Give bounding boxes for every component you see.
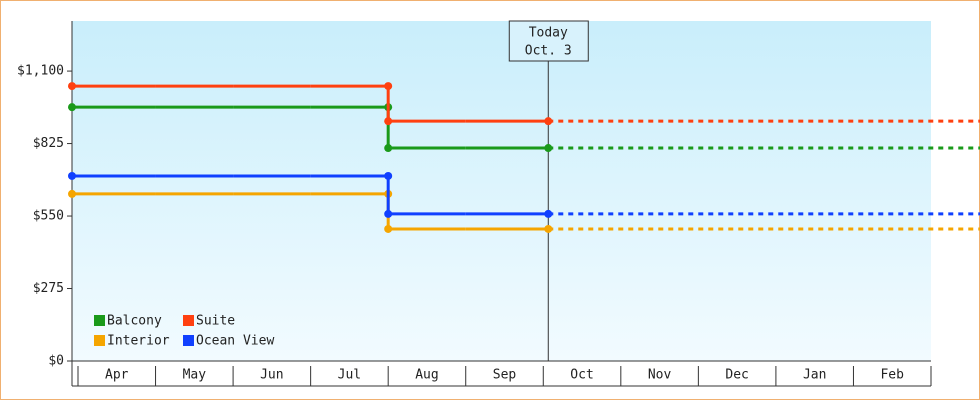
price-point <box>384 171 393 180</box>
x-tick-label: Dec <box>725 368 748 383</box>
today-box <box>508 20 589 62</box>
plot-background <box>72 21 931 361</box>
legend-label: Suite <box>196 314 235 329</box>
y-tick-label: $1,100 <box>17 64 64 79</box>
x-tick-label: Apr <box>105 368 129 383</box>
y-tick-label: $825 <box>33 136 64 151</box>
price-point <box>68 82 76 91</box>
legend-label: Balcony <box>107 314 162 329</box>
legend-swatch <box>94 335 105 346</box>
y-tick-label: $0 <box>48 354 64 369</box>
x-tick-label: Jul <box>338 368 361 383</box>
legend-label: Interior <box>107 334 170 349</box>
price-point <box>384 82 393 91</box>
price-point <box>384 224 393 233</box>
y-tick-label: $550 <box>33 209 64 224</box>
today-label: Today <box>529 26 568 41</box>
legend-label: Ocean View <box>196 334 274 349</box>
x-tick-label: May <box>183 368 207 383</box>
legend-swatch <box>94 315 105 326</box>
x-tick-label: Aug <box>415 368 438 383</box>
y-tick-label: $275 <box>33 281 64 296</box>
x-tick-label: Jan <box>803 368 826 383</box>
x-tick-label: Oct <box>570 368 593 383</box>
price-point <box>68 171 76 180</box>
price-point <box>68 189 76 198</box>
price-point <box>68 103 76 112</box>
x-tick-label: Jun <box>260 368 283 383</box>
legend-swatch <box>183 335 194 346</box>
price-point <box>384 209 393 218</box>
x-tick-label: Nov <box>648 368 672 383</box>
today-date: Oct. 3 <box>525 44 572 59</box>
x-tick-label: Feb <box>880 368 904 383</box>
legend-swatch <box>183 315 194 326</box>
price-point <box>384 117 393 126</box>
price-point <box>384 144 393 153</box>
x-tick-label: Sep <box>493 368 517 383</box>
